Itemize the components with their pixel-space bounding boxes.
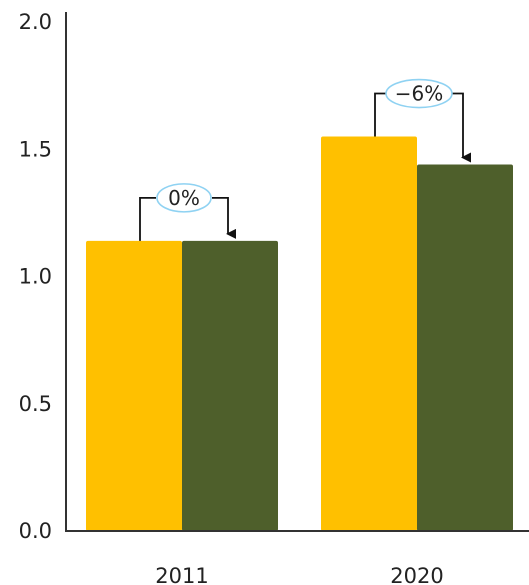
y-tick-label: 2.0 xyxy=(19,10,52,34)
bracket-line xyxy=(139,196,156,241)
x-axis-labels: 2011 2020 xyxy=(155,564,443,585)
y-tick-label: 1.5 xyxy=(19,137,52,161)
y-axis-ticks: 0.0 0.5 1.0 1.5 2.0 xyxy=(19,10,52,543)
change-label: 0% xyxy=(168,186,200,210)
bar-2020-series-1 xyxy=(321,136,417,531)
y-tick-label: 0.0 xyxy=(19,519,52,543)
arrow-line xyxy=(212,196,236,239)
x-tick-label: 2020 xyxy=(390,564,443,585)
change-annotations: 0% −6% xyxy=(139,78,471,241)
y-tick-label: 1.0 xyxy=(19,265,52,289)
bar-2011-series-1 xyxy=(86,240,182,531)
change-annotation: 0% xyxy=(139,183,236,241)
change-annotation: −6% xyxy=(374,78,471,163)
change-label: −6% xyxy=(395,82,444,106)
change-bubble xyxy=(156,183,212,213)
bar-2020-series-2 xyxy=(417,164,513,531)
arrow-line xyxy=(447,92,471,163)
x-tick-label: 2011 xyxy=(155,564,208,585)
bar-2011-series-2 xyxy=(182,240,278,531)
change-bubble xyxy=(385,78,453,109)
y-tick-label: 0.5 xyxy=(19,392,52,416)
bars xyxy=(86,136,513,531)
